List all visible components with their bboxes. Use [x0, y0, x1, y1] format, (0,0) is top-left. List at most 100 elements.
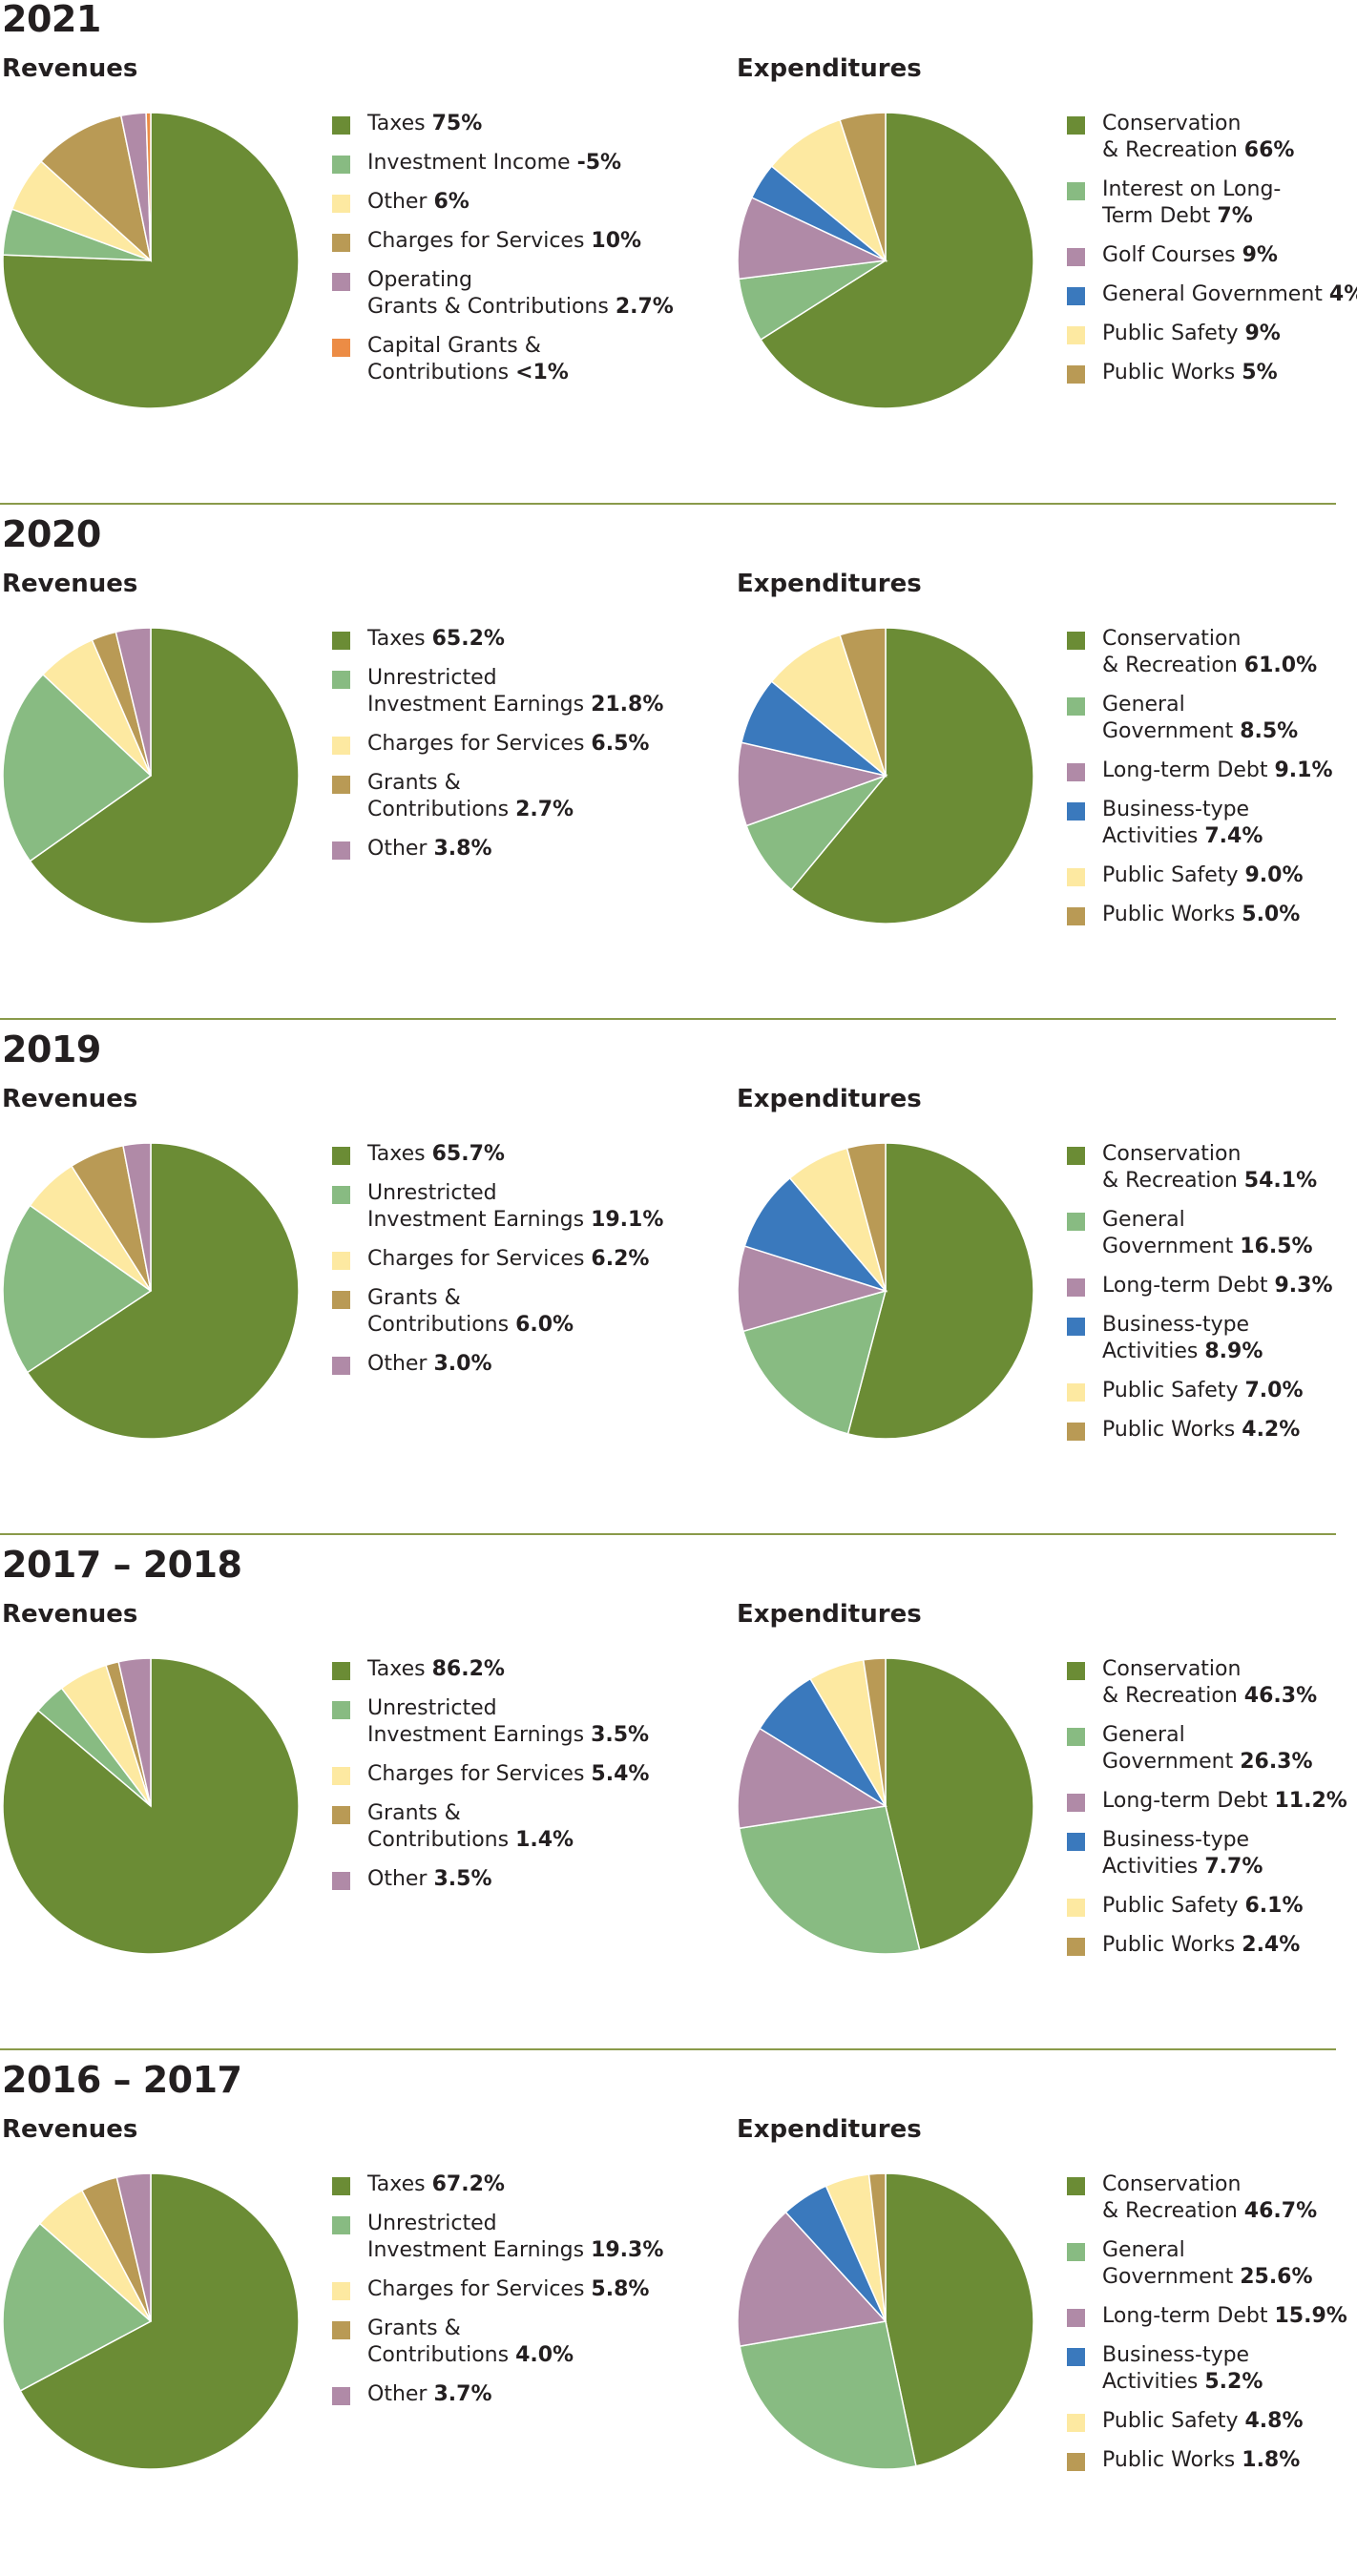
legend-label: Activities: [1102, 2370, 1205, 2394]
legend-swatch: [1067, 1318, 1085, 1336]
legend-text-line: General: [1102, 1722, 1357, 1749]
expenditures-legend: Conservation & Recreation 66% Interest on …: [1067, 111, 1357, 399]
legend-text-line: Public Safety 9.0%: [1102, 862, 1357, 889]
legend-label: & Recreation: [1102, 138, 1244, 162]
revenues-title: Revenues: [2, 1085, 138, 1113]
legend-item-grants-and-contributions: Grants & Contributions 2.7%: [332, 770, 695, 823]
year-section: 2016 – 2017 Revenues Taxes 67.2% Unrestrict…: [0, 2060, 1357, 2576]
legend-label: General: [1102, 693, 1185, 717]
legend-item-operating-grants-and-contributions: Operating Grants & Contributions 2.7%: [332, 267, 695, 321]
pie-slice-unrestricted-investment-earnings: [2, 2222, 153, 2392]
legend-value: 1.8%: [1242, 2448, 1301, 2472]
legend-value: 9.0%: [1244, 863, 1304, 887]
legend-swatch: [1067, 248, 1085, 266]
revenues-legend: Taxes 65.2% Unrestricted Investment Earnin…: [332, 626, 695, 875]
pie-slice-unrestricted-investment-earnings: [2, 673, 153, 862]
legend-swatch: [1067, 2243, 1085, 2261]
legend-text-line: Business-type: [1102, 1312, 1357, 1339]
section-divider: [0, 503, 1336, 505]
legend-value: 65.7%: [431, 1142, 505, 1166]
legend-label: Contributions: [367, 2343, 516, 2367]
legend-item-public-safety: Public Safety 4.8%: [1067, 2408, 1357, 2435]
legend-text-line: Unrestricted: [367, 1695, 695, 1722]
legend-item-business-type-activities: Business-type Activities 8.9%: [1067, 1312, 1357, 1365]
legend-value: 2.7%: [515, 798, 574, 821]
section-divider: [0, 1533, 1336, 1535]
legend-label: Conservation: [1102, 1657, 1242, 1681]
legend-label: Conservation: [1102, 1142, 1242, 1166]
legend-swatch: [1067, 763, 1085, 781]
legend-text-line: Long-term Debt 15.9%: [1102, 2303, 1357, 2330]
pie-slice-business-type-activities: [743, 1176, 888, 1293]
legend-label: Public Works: [1102, 361, 1242, 384]
legend-text-line: Activities 5.2%: [1102, 2369, 1357, 2396]
legend-text-line: Other 3.8%: [367, 836, 695, 862]
legend-label: Golf Courses: [1102, 243, 1242, 267]
legend-label: Public Safety: [1102, 1894, 1245, 1918]
legend-label: Investment Earnings: [367, 1208, 592, 1232]
legend-swatch: [1067, 907, 1085, 925]
legend-item-taxes: Taxes 67.2%: [332, 2171, 695, 2198]
legend-item-conservation-and-recreation: Conservation & Recreation 46.3%: [1067, 1656, 1357, 1710]
legend-swatch: [1067, 2177, 1085, 2195]
legend-value: 8.9%: [1204, 1340, 1263, 1363]
legend-text-line: Government 26.3%: [1102, 1749, 1357, 1776]
legend-label: General: [1102, 1723, 1185, 1747]
legend-text-line: Operating: [367, 267, 695, 294]
legend-label: Taxes: [367, 1142, 432, 1166]
expenditures-legend: Conservation & Recreation 54.1% General Gov…: [1067, 1141, 1357, 1456]
legend-swatch: [1067, 2453, 1085, 2471]
revenues-title: Revenues: [2, 570, 138, 598]
legend-label: Taxes: [367, 1657, 432, 1681]
legend-swatch: [1067, 802, 1085, 821]
legend-text-line: Charges for Services 5.8%: [367, 2276, 695, 2303]
legend-value: 4.0%: [515, 2343, 574, 2367]
legend-label: Activities: [1102, 824, 1205, 848]
legend-label: Long-term Debt: [1102, 1789, 1275, 1813]
expenditures-title: Expenditures: [737, 570, 922, 598]
expenditures-legend: Conservation & Recreation 61.0% General Gov…: [1067, 626, 1357, 941]
legend-item-taxes: Taxes 86.2%: [332, 1656, 695, 1683]
pie-slice-public-safety: [770, 118, 887, 263]
pie-slice-other: [115, 2172, 152, 2322]
legend-swatch: [332, 2282, 350, 2300]
legend-item-conservation-and-recreation: Conservation & Recreation 46.7%: [1067, 2171, 1357, 2225]
year-section: 2021 Revenues Taxes 75% Investment Income -…: [0, 0, 1357, 515]
legend-item-grants-and-contributions: Grants & Contributions 1.4%: [332, 1800, 695, 1854]
legend-text-line: & Recreation 54.1%: [1102, 1168, 1357, 1195]
legend-swatch: [1067, 868, 1085, 886]
expenditures-legend: Conservation & Recreation 46.3% General Gov…: [1067, 1656, 1357, 1971]
legend-text-line: Conservation: [1102, 626, 1357, 653]
legend-text-line: Long-term Debt 11.2%: [1102, 1788, 1357, 1815]
legend-label: Government: [1102, 1750, 1241, 1774]
legend-text-line: Contributions <1%: [367, 360, 695, 386]
legend-label: Unrestricted: [367, 666, 497, 690]
legend-text-line: General: [1102, 1207, 1357, 1234]
legend-text-line: Public Safety 4.8%: [1102, 2408, 1357, 2435]
legend-label: & Recreation: [1102, 2199, 1244, 2223]
legend-item-unrestricted-investment-earnings: Unrestricted Investment Earnings 19.1%: [332, 1180, 695, 1234]
legend-item-charges-for-services: Charges for Services 5.4%: [332, 1761, 695, 1788]
legend-text-line: Contributions 1.4%: [367, 1827, 695, 1854]
legend-item-long-term-debt: Long-term Debt 9.3%: [1067, 1273, 1357, 1299]
legend-item-unrestricted-investment-earnings: Unrestricted Investment Earnings 19.3%: [332, 2211, 695, 2264]
pie-slice-golf-courses: [737, 197, 888, 280]
legend-text-line: & Recreation 46.7%: [1102, 2198, 1357, 2225]
legend-label: Other: [367, 837, 434, 861]
legend-label: Grants &: [367, 1801, 461, 1825]
expenditures-pie-chart: [737, 2172, 1034, 2470]
legend-text-line: Interest on Long-: [1102, 177, 1357, 203]
legend-value: 5.4%: [591, 1762, 650, 1786]
legend-item-public-works: Public Works 2.4%: [1067, 1932, 1357, 1959]
legend-value: 9.3%: [1274, 1274, 1333, 1298]
legend-item-public-safety: Public Safety 7.0%: [1067, 1378, 1357, 1404]
legend-text-line: General: [1102, 2237, 1357, 2264]
legend-item-taxes: Taxes 75%: [332, 111, 695, 137]
legend-swatch: [1067, 1833, 1085, 1851]
legend-text-line: Contributions 4.0%: [367, 2342, 695, 2369]
legend-item-unrestricted-investment-earnings: Unrestricted Investment Earnings 3.5%: [332, 1695, 695, 1749]
legend-value: 54.1%: [1243, 1169, 1318, 1193]
expenditures-title: Expenditures: [737, 54, 922, 83]
legend-text-line: Public Safety 6.1%: [1102, 1893, 1357, 1920]
expenditures-legend: Conservation & Recreation 46.7% General Gov…: [1067, 2171, 1357, 2486]
